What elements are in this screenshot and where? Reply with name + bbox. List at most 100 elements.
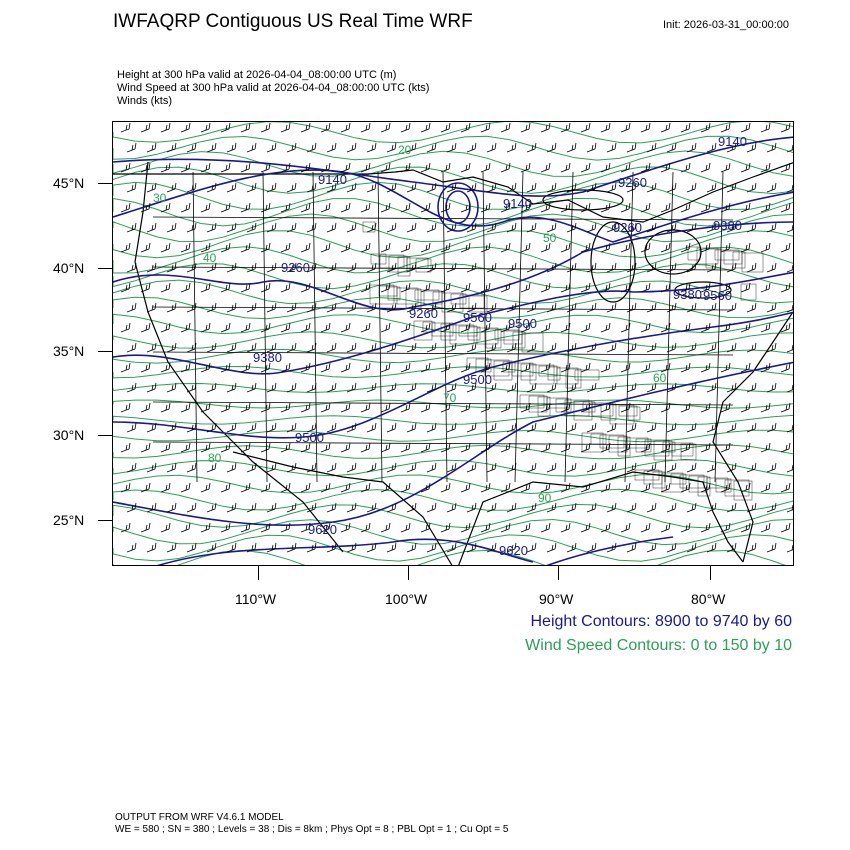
wind-barb	[320, 482, 331, 493]
wind-barb	[740, 482, 751, 493]
wind-barb	[520, 482, 531, 493]
wind-barb	[726, 142, 737, 153]
wind-barb	[240, 162, 251, 173]
lat-label-40: 40°N	[53, 260, 85, 276]
wind-barb	[146, 382, 157, 393]
wind-barb	[760, 402, 771, 413]
wind-barb	[566, 222, 577, 233]
wind-barb	[640, 402, 651, 413]
wind-speed-line	[113, 414, 793, 426]
wind-speed-line	[113, 365, 793, 379]
wind-barb	[560, 482, 571, 493]
height-contour-label: 9260	[281, 260, 310, 275]
wind-barb	[220, 322, 231, 333]
wind-barb	[566, 542, 577, 553]
wind-barb	[246, 422, 257, 433]
wind-barb	[386, 262, 397, 273]
wind-barb	[306, 262, 317, 273]
wind-barb	[360, 442, 371, 453]
wind-barb	[586, 422, 597, 433]
wind-barb	[626, 382, 637, 393]
wind-barb	[120, 322, 131, 333]
wind-barb	[466, 342, 477, 353]
wind-speed-label: 20	[398, 143, 412, 157]
wind-barb	[186, 182, 197, 193]
wind-barb	[780, 522, 791, 533]
wind-barb	[506, 462, 517, 473]
wind-barb	[706, 342, 717, 353]
wind-barb	[486, 342, 497, 353]
height-contour-label: 9620	[308, 522, 337, 537]
wind-barb	[240, 482, 251, 493]
county-border	[653, 440, 673, 461]
wind-barb	[780, 402, 791, 413]
wind-barb	[140, 402, 151, 413]
wind-barb	[786, 344, 793, 353]
wind-barb	[660, 202, 671, 213]
wind-barb	[706, 302, 717, 313]
height-contour-label: 9500	[508, 316, 537, 331]
wind-barb	[126, 142, 137, 153]
wind-barb	[746, 222, 757, 233]
wind-barb	[600, 242, 611, 253]
wind-barb	[700, 162, 711, 173]
wind-barb	[426, 462, 437, 473]
wind-barb	[140, 122, 151, 133]
wind-barb	[660, 402, 671, 413]
wind-barb	[120, 402, 131, 413]
wind-barb	[746, 142, 757, 153]
subtitle-wind-speed: Wind Speed at 300 hPa valid at 2026-04-0…	[117, 82, 430, 94]
wind-barb	[300, 442, 311, 453]
wind-barb	[546, 142, 557, 153]
wind-barb	[700, 242, 711, 253]
wind-barb	[506, 382, 517, 393]
wind-barb	[686, 342, 697, 353]
wind-barb	[340, 402, 351, 413]
us-canada-border	[113, 162, 793, 223]
wind-barb	[780, 322, 791, 333]
wind-barb	[500, 482, 511, 493]
wind-barb	[766, 502, 777, 513]
wind-barb	[566, 142, 577, 153]
wind-barb	[580, 202, 591, 213]
wind-barb	[300, 282, 311, 293]
wind-barbs	[120, 122, 793, 553]
wind-barb	[506, 222, 517, 233]
wind-barb	[726, 262, 737, 273]
wind-barb	[486, 262, 497, 273]
wind-barb	[546, 422, 557, 433]
wind-barb	[186, 302, 197, 313]
wind-barb	[200, 242, 211, 253]
wind-barb	[260, 402, 271, 413]
wind-barb	[600, 402, 611, 413]
wind-barb	[660, 122, 671, 133]
wind-barb	[480, 362, 491, 373]
wind-barb	[520, 202, 531, 213]
wind-speed-line	[113, 150, 793, 177]
wind-barb	[260, 162, 271, 173]
wind-barb	[206, 262, 217, 273]
wind-barb	[166, 262, 177, 273]
wind-barb	[700, 322, 711, 333]
wind-barb	[520, 122, 531, 133]
wind-barb	[740, 202, 751, 213]
wind-barb	[666, 462, 677, 473]
county-border	[388, 255, 408, 273]
wind-barb	[620, 122, 631, 133]
wind-barb	[400, 322, 411, 333]
wind-barb	[746, 182, 757, 193]
wind-barb	[666, 302, 677, 313]
county-border	[714, 249, 740, 261]
subtitle-height: Height at 300 hPa valid at 2026-04-04_08…	[117, 69, 397, 81]
wind-barb	[706, 142, 717, 153]
county-border	[723, 250, 743, 265]
wind-barb	[520, 522, 531, 533]
wind-barb	[126, 502, 137, 513]
wind-barb	[646, 422, 657, 433]
wind-barb	[466, 542, 477, 553]
wind-barb	[460, 362, 471, 373]
wind-barb	[480, 202, 491, 213]
wind-barb	[606, 462, 617, 473]
wind-barb	[366, 542, 377, 553]
wind-barb	[500, 362, 511, 373]
